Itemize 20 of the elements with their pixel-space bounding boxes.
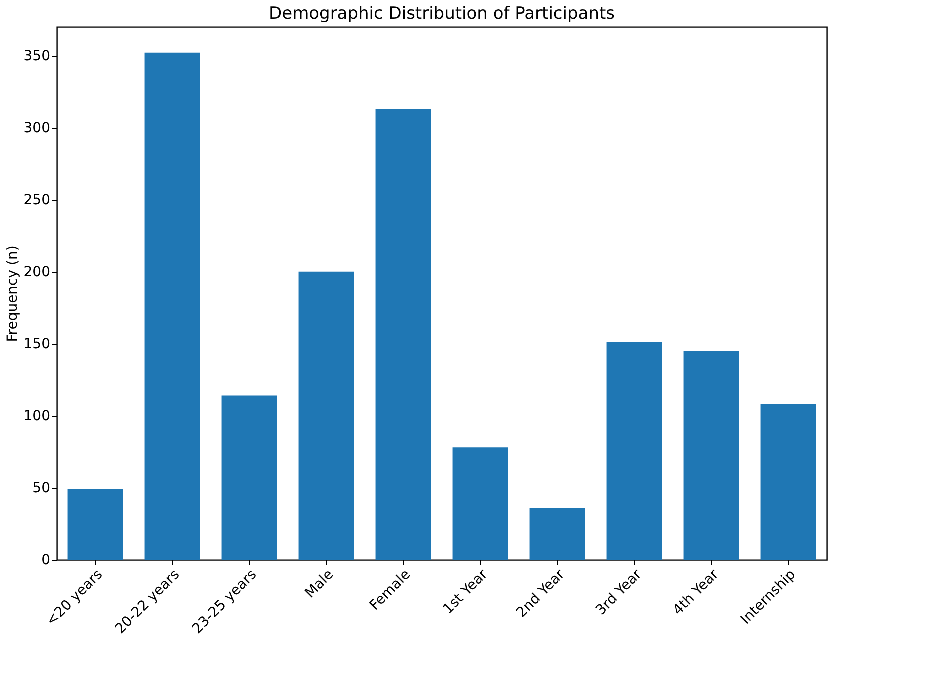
bar xyxy=(606,342,662,560)
bar xyxy=(452,448,508,560)
y-tick-label: 200 xyxy=(24,264,50,280)
y-tick-label: 100 xyxy=(24,408,50,424)
y-axis-title: Frequency (n) xyxy=(4,246,21,342)
bar xyxy=(68,489,124,560)
y-tick-label: 50 xyxy=(32,480,50,496)
bar xyxy=(684,351,740,560)
bar xyxy=(760,404,816,560)
y-tick-label: 150 xyxy=(24,336,50,352)
bar xyxy=(376,109,432,560)
bar xyxy=(222,396,278,560)
y-tick-label: 300 xyxy=(24,120,50,136)
y-tick-label: 250 xyxy=(24,192,50,208)
bar xyxy=(530,508,586,560)
bar xyxy=(144,52,200,560)
bar xyxy=(298,272,354,560)
chart-title: Demographic Distribution of Participants xyxy=(269,4,616,24)
y-tick-label: 0 xyxy=(42,552,50,568)
y-tick-label: 350 xyxy=(24,48,50,64)
